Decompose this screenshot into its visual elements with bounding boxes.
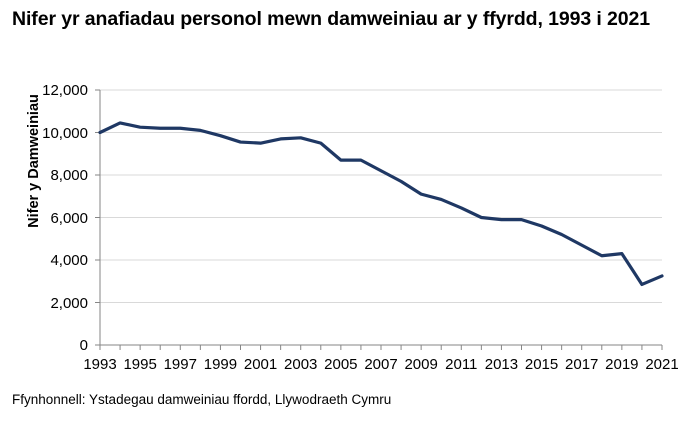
y-axis-tick-label: 2,000 <box>50 294 88 312</box>
y-axis-tick-label: 10,000 <box>42 124 88 142</box>
source-note: Ffynhonnell: Ystadegau damweiniau ffordd… <box>12 392 392 407</box>
x-axis-tick-label: 1997 <box>163 356 197 373</box>
x-axis-tick-label: 2019 <box>605 356 639 373</box>
x-axis-tick-label: 2003 <box>284 356 318 373</box>
x-axis-tick-label: 2007 <box>364 356 398 373</box>
gridlines <box>100 89 662 303</box>
x-axis-ticks <box>99 345 663 350</box>
y-axis-tick-label: 4,000 <box>50 252 88 269</box>
x-axis-tick-label: 1993 <box>83 356 117 373</box>
x-axis-tick-label: 2011 <box>445 356 478 373</box>
y-axis-tick-labels: 0 2,000 4,000 6,000 8,000 10,000 12,000 <box>0 0 88 424</box>
x-axis-tick-label: 2021 <box>645 356 679 373</box>
x-axis-tick-label: 1999 <box>203 356 238 373</box>
y-axis-tick-label: 0 <box>79 337 88 354</box>
x-axis-tick-label: 2009 <box>404 356 438 373</box>
x-axis-tick-label: 1995 <box>123 356 157 373</box>
y-axis-tick-label: 6,000 <box>50 209 88 227</box>
y-axis-ticks <box>95 89 100 346</box>
x-axis-tick-label: 2001 <box>243 356 278 373</box>
x-axis-tick-label: 2017 <box>565 356 599 373</box>
x-axis-tick-label: 2013 <box>484 356 519 373</box>
y-axis-tick-label: 12,000 <box>42 82 88 99</box>
y-axis-tick-label: 8,000 <box>50 167 88 184</box>
data-series-line[interactable] <box>98 121 664 287</box>
x-axis-tick-label: 2005 <box>324 356 358 373</box>
x-axis-tick-label: 2015 <box>524 356 559 373</box>
chart-title: Nifer yr anafiadau personol mewn damwein… <box>12 8 651 30</box>
